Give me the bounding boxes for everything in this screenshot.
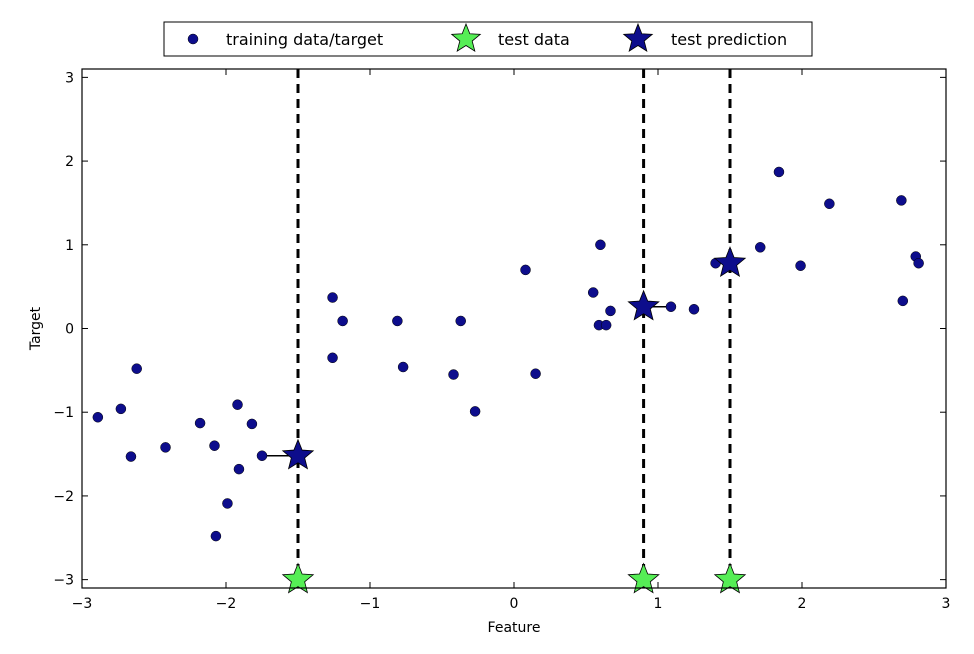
legend-box (163, 21, 813, 57)
legend-label-training: training data/target (226, 30, 383, 49)
test-point-vertical-lines (296, 69, 732, 588)
x-tick-label: 2 (798, 596, 807, 612)
training-point (530, 368, 541, 379)
y-tick-label: −2 (53, 489, 74, 505)
plot-frame (81, 68, 947, 589)
training-point (913, 257, 924, 269)
x-tick-label: 0 (510, 596, 519, 612)
test-prediction-star (627, 289, 660, 321)
training-point (92, 411, 104, 423)
test-prediction-star (713, 246, 747, 278)
legend: training data/target test data test pred… (163, 21, 813, 57)
legend-label-test-prediction: test prediction (671, 30, 787, 49)
training-point (131, 363, 142, 374)
training-point (520, 264, 531, 276)
training-point (448, 369, 459, 380)
training-point (194, 417, 206, 429)
data-points (92, 166, 924, 594)
training-point (337, 315, 348, 327)
training-point (773, 166, 785, 178)
training-point (210, 530, 222, 542)
y-tick-label: 1 (65, 238, 74, 254)
y-tick-label: 3 (65, 70, 74, 86)
legend-marker-test-prediction (622, 22, 654, 53)
training-point (125, 451, 137, 462)
x-tick-label: −1 (360, 596, 381, 612)
training-point (209, 440, 220, 451)
training-point (397, 361, 409, 373)
training-point (688, 303, 700, 315)
x-axis-label: Feature (488, 620, 541, 636)
training-point (256, 450, 268, 461)
training-point (897, 295, 909, 307)
training-point (160, 442, 171, 453)
training-point (795, 260, 806, 271)
training-point (233, 463, 245, 475)
test-prediction-star (281, 438, 315, 470)
legend-marker-training (187, 33, 199, 45)
training-point (896, 195, 907, 206)
axis-ticks: −3 −2 −1 0 1 2 3 −3 −2 −1 0 1 2 3 (53, 69, 950, 612)
y-tick-label: −1 (53, 405, 74, 421)
training-point (469, 406, 481, 417)
legend-label-test-data: test data (498, 30, 570, 49)
y-tick-label: −3 (53, 573, 74, 589)
y-axis-label: Target (28, 306, 44, 351)
training-point (595, 239, 606, 251)
training-point (246, 418, 258, 430)
training-point (232, 399, 243, 410)
training-point (222, 498, 233, 509)
training-point (665, 301, 677, 312)
training-point (455, 315, 466, 327)
training-point (392, 315, 403, 327)
training-point (754, 242, 766, 253)
training-point (327, 292, 338, 303)
training-point (600, 319, 612, 331)
y-tick-label: 2 (65, 154, 74, 170)
training-point (115, 403, 127, 415)
legend-marker-test-data (450, 22, 482, 53)
training-point (327, 352, 338, 364)
training-point (824, 198, 835, 210)
x-tick-label: 1 (654, 596, 663, 612)
test-data-star (713, 562, 747, 594)
test-data-star (281, 562, 315, 594)
training-point (587, 287, 599, 298)
training-point (605, 305, 616, 317)
x-tick-label: −2 (216, 596, 237, 612)
y-tick-label: 0 (65, 322, 74, 338)
x-tick-label: 3 (942, 596, 951, 612)
test-data-star (627, 562, 660, 594)
x-tick-label: −3 (72, 596, 93, 612)
